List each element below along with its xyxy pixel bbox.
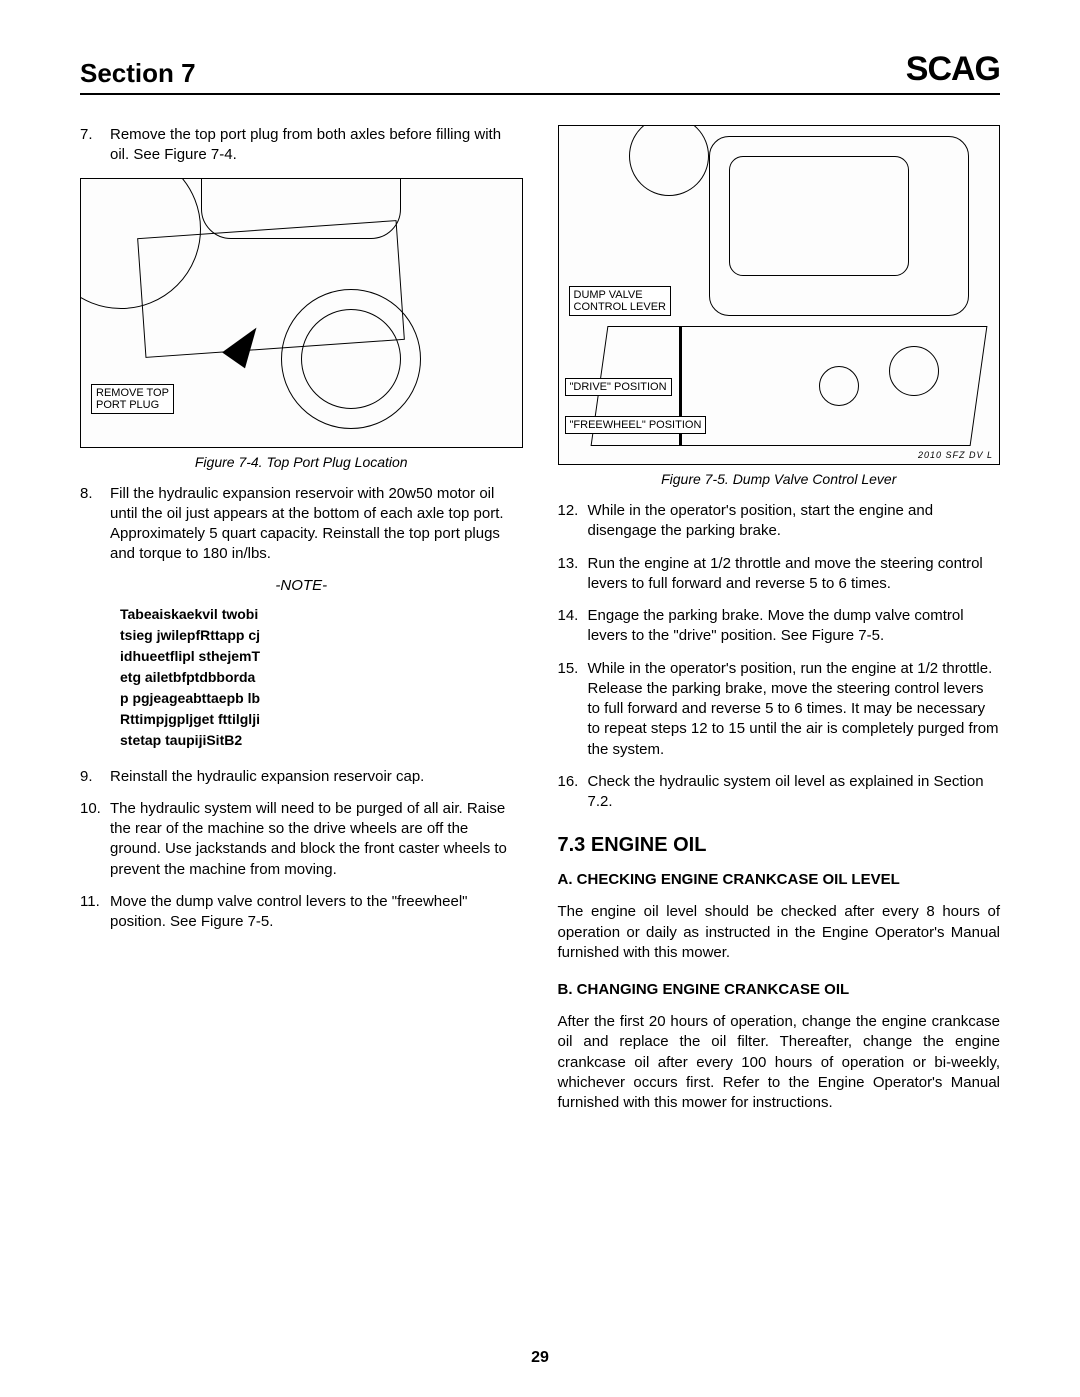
step-8: 8. Fill the hydraulic expansion reservoi… [80, 484, 523, 565]
step-number: 8. [80, 484, 110, 565]
callout-line2: CONTROL LEVER [574, 301, 667, 313]
callout-remove-top: REMOVE TOP PORT PLUG [91, 384, 174, 414]
section-title: Section 7 [80, 58, 196, 89]
step-16: 16. Check the hydraulic system oil level… [558, 772, 1001, 813]
step-text: Move the dump valve control levers to th… [110, 892, 523, 933]
callout-line1: REMOVE TOP [96, 387, 169, 399]
figure-tag: 2010 SFZ DV L [918, 450, 993, 460]
page-header: Section 7 SCAG [80, 50, 1000, 95]
subheading-a: A. CHECKING ENGINE CRANKCASE OIL LEVEL [558, 871, 1001, 888]
figure-7-4: REMOVE TOP PORT PLUG [80, 178, 523, 448]
paragraph-a: The engine oil level should be checked a… [558, 902, 1001, 963]
page-number: 29 [0, 1349, 1080, 1367]
step-15: 15. While in the operator's position, ru… [558, 659, 1001, 760]
step-11: 11. Move the dump valve control levers t… [80, 892, 523, 933]
step-12: 12. While in the operator's position, st… [558, 501, 1001, 542]
callout-drive-position: "DRIVE" POSITION [565, 378, 672, 396]
step-10: 10. The hydraulic system will need to be… [80, 799, 523, 880]
callout-freewheel-position: "FREEWHEEL" POSITION [565, 416, 707, 434]
step-14: 14. Engage the parking brake. Move the d… [558, 606, 1001, 647]
step-13: 13. Run the engine at 1/2 throttle and m… [558, 554, 1001, 595]
step-number: 11. [80, 892, 110, 933]
note-label: -NOTE- [80, 577, 523, 594]
step-9: 9. Reinstall the hydraulic expansion res… [80, 767, 523, 787]
step-text: Run the engine at 1/2 throttle and move … [588, 554, 1001, 595]
content-columns: 7. Remove the top port plug from both ax… [80, 125, 1000, 1131]
callout-line1: DUMP VALVE [574, 289, 643, 301]
step-number: 16. [558, 772, 588, 813]
callout-line2: PORT PLUG [96, 399, 159, 411]
step-number: 15. [558, 659, 588, 760]
step-text: Fill the hydraulic expansion reservoir w… [110, 484, 523, 565]
figure-7-5-caption: Figure 7-5. Dump Valve Control Lever [558, 471, 1001, 487]
callout-dump-valve: DUMP VALVE CONTROL LEVER [569, 286, 672, 316]
step-text: While in the operator's position, run th… [588, 659, 1001, 760]
left-column: 7. Remove the top port plug from both ax… [80, 125, 523, 1131]
step-number: 7. [80, 125, 110, 166]
step-number: 13. [558, 554, 588, 595]
brand-logo: SCAG [906, 50, 1000, 89]
step-number: 14. [558, 606, 588, 647]
step-number: 10. [80, 799, 110, 880]
right-column: DUMP VALVE CONTROL LEVER "DRIVE" POSITIO… [558, 125, 1001, 1131]
step-7: 7. Remove the top port plug from both ax… [80, 125, 523, 166]
figure-7-5: DUMP VALVE CONTROL LEVER "DRIVE" POSITIO… [558, 125, 1001, 465]
step-number: 12. [558, 501, 588, 542]
step-text: While in the operator's position, start … [588, 501, 1001, 542]
step-text: Check the hydraulic system oil level as … [588, 772, 1001, 813]
heading-7-3: 7.3 ENGINE OIL [558, 834, 1001, 857]
step-text: Remove the top port plug from both axles… [110, 125, 523, 166]
step-number: 9. [80, 767, 110, 787]
step-text: Reinstall the hydraulic expansion reserv… [110, 767, 523, 787]
paragraph-b: After the first 20 hours of operation, c… [558, 1012, 1001, 1113]
step-text: The hydraulic system will need to be pur… [110, 799, 523, 880]
note-body: Tabeaiskaekvil twobitsieg jwilepfRttapp … [120, 604, 260, 751]
figure-7-4-caption: Figure 7-4. Top Port Plug Location [80, 454, 523, 470]
step-text: Engage the parking brake. Move the dump … [588, 606, 1001, 647]
subheading-b: B. CHANGING ENGINE CRANKCASE OIL [558, 981, 1001, 998]
